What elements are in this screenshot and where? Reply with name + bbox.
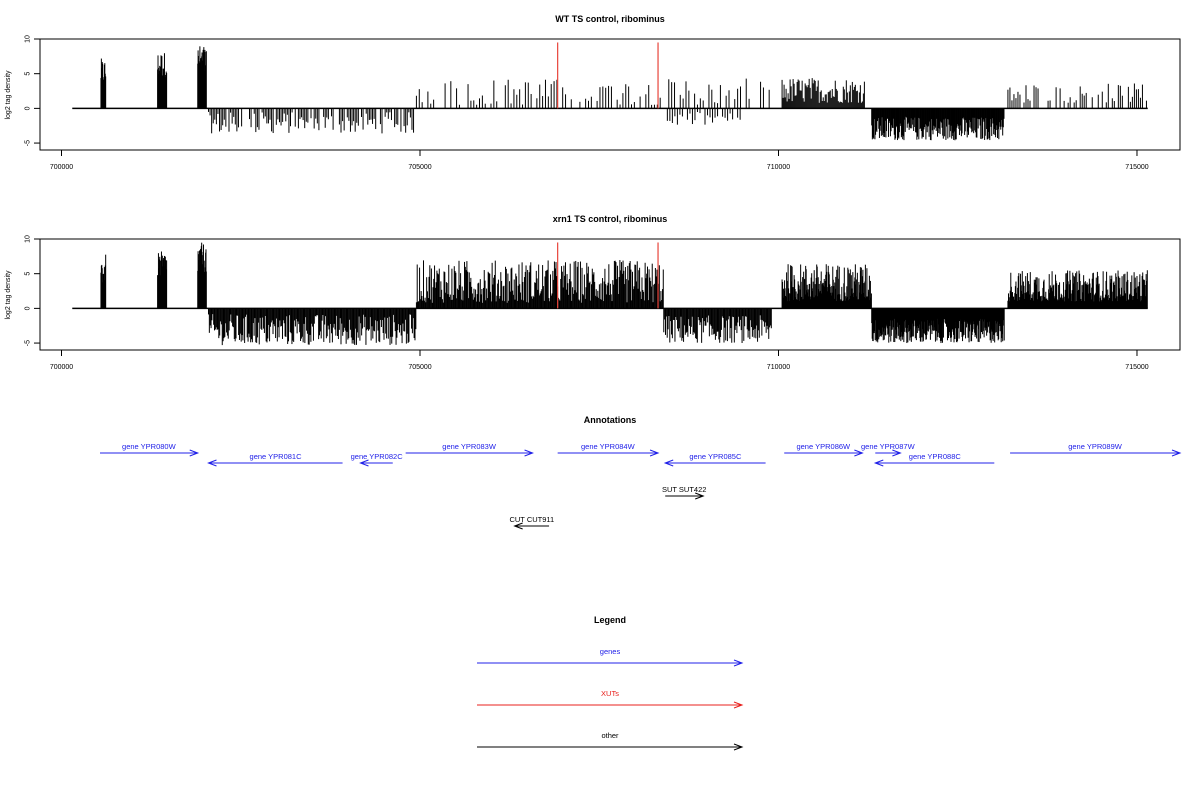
wt-density-marks: [72, 42, 1148, 141]
xrn1-y-tick-label: -5: [25, 340, 32, 346]
legend-title: Legend: [594, 615, 626, 625]
annotation-arrowhead: [873, 459, 884, 467]
annotation-label: gene YPR081C: [250, 452, 303, 461]
wt-y-tick-label: -5: [25, 140, 32, 146]
wt-y-axis: -5 0 5 10: [25, 35, 40, 146]
annotation-features: gene YPR080W gene YPR081C gene YPR082C gene…: [100, 442, 1182, 530]
annotation-arrowhead: [649, 449, 660, 457]
annotation-label: gene YPR084W: [581, 442, 636, 451]
xrn1-x-tick-label: 715000: [1125, 364, 1148, 371]
annotation-arrowhead: [1171, 449, 1182, 457]
wt-y-tick-label: 10: [25, 35, 32, 43]
annotation-label: gene YPR087W: [861, 442, 916, 451]
wt-x-tick-label: 705000: [408, 164, 431, 171]
xrn1-x-tick-label: 710000: [767, 364, 790, 371]
annotation-label: gene YPR083W: [442, 442, 497, 451]
annotation-arrowhead: [663, 459, 674, 467]
xrn1-y-tick-label: 5: [25, 272, 32, 276]
xrn1-y-axis: -5 0 5 10: [25, 235, 40, 346]
annotation-label: gene YPR082C: [351, 452, 404, 461]
legend-arrowhead: [733, 701, 744, 709]
annotation-arrowhead: [524, 449, 534, 457]
xrn1-x-tick-label: 700000: [50, 364, 73, 371]
annotation-arrowhead: [207, 459, 217, 467]
legend: Legend genes XUTs other: [477, 615, 744, 751]
annotation-arrowhead: [854, 449, 864, 457]
legend-items: genes XUTs other: [477, 647, 744, 751]
wt-y-tick-label: 0: [25, 106, 32, 110]
annotation-label: CUT CUT911: [509, 515, 554, 524]
wt-panel-title: WT TS control, ribominus: [555, 14, 665, 24]
annotation-arrowhead: [695, 492, 705, 500]
wt-x-tick-label: 700000: [50, 164, 73, 171]
xrn1-x-tick-label: 705000: [408, 364, 431, 371]
xrn1-y-axis-label: log2 tag density: [5, 270, 12, 320]
annotation-arrowhead: [892, 449, 902, 457]
annotation-label: gene YPR086W: [796, 442, 851, 451]
xrn1-panel: xrn1 TS control, ribominus log2 tag dens…: [5, 214, 1181, 371]
annotation-arrowhead: [513, 522, 523, 530]
xrn1-x-axis: 700000 705000 710000 715000: [50, 350, 1149, 371]
xrn1-plot-frame: [39, 238, 1181, 351]
annotations-title: Annotations: [584, 415, 637, 425]
wt-panel: WT TS control, ribominus log2 tag densit…: [5, 14, 1181, 171]
xrn1-density-marks: [72, 242, 1148, 346]
annotation-label: gene YPR085C: [689, 452, 742, 461]
xrn1-panel-title: xrn1 TS control, ribominus: [553, 214, 668, 224]
wt-x-tick-label: 715000: [1125, 164, 1148, 171]
legend-label: genes: [600, 647, 621, 656]
annotation-label: gene YPR080W: [122, 442, 177, 451]
xrn1-y-tick-label: 10: [25, 235, 32, 243]
annotation-label: gene YPR089W: [1068, 442, 1123, 451]
wt-x-tick-label: 710000: [767, 164, 790, 171]
annotation-arrowhead: [189, 449, 200, 457]
legend-arrowhead: [733, 743, 744, 751]
legend-arrowhead: [733, 659, 744, 667]
wt-x-axis: 700000 705000 710000 715000: [50, 150, 1149, 171]
xrn1-y-tick-label: 0: [25, 306, 32, 310]
annotation-arrowhead: [359, 459, 369, 467]
legend-label: XUTs: [601, 689, 619, 698]
wt-y-axis-label: log2 tag density: [5, 70, 12, 120]
annotation-label: SUT SUT422: [662, 485, 706, 494]
annotation-label: gene YPR088C: [909, 452, 962, 461]
wt-y-tick-label: 5: [25, 72, 32, 76]
wt-plot-frame: [39, 38, 1181, 151]
legend-label: other: [601, 731, 619, 740]
